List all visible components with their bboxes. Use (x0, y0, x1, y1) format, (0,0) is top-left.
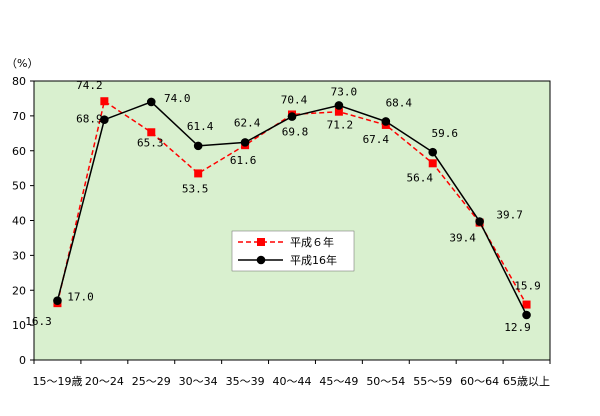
series-2-point (240, 138, 250, 147)
x-tick-label: 60～64 (460, 375, 499, 388)
series-2-data-label: 73.0 (331, 85, 358, 98)
y-tick-label: 80 (12, 75, 26, 88)
y-axis: 0 10 20 30 40 50 60 70 80 (12, 75, 34, 367)
x-tick-label: 45～49 (319, 375, 358, 388)
series-2-data-label: 17.0 (67, 291, 94, 304)
y-tick-label: 60 (12, 145, 26, 158)
series-2-point (287, 112, 297, 121)
series-2-point (381, 117, 391, 126)
series-1-data-label: 65.3 (137, 136, 164, 149)
legend-label-series-1: 平成６年 (290, 235, 334, 249)
series-1-data-label: 53.5 (182, 182, 209, 195)
legend: 平成６年 平成16年 (231, 230, 355, 272)
y-tick-label: 70 (12, 110, 26, 123)
series-1-data-label: 71.2 (327, 119, 354, 132)
series-2-data-label: 68.4 (386, 96, 413, 109)
series-1-data-label: 39.4 (449, 232, 476, 245)
series-2-point (146, 97, 156, 107)
x-tick-label: 65歳以上 (503, 375, 550, 388)
x-tick-label: 15～19歳 (32, 375, 82, 388)
y-tick-label: 0 (19, 354, 26, 367)
x-tick-label: 25～29 (132, 375, 171, 388)
series-2-data-label: 68.9 (76, 113, 103, 126)
x-tick-label: 35～39 (226, 375, 265, 388)
data-labels: 16.3 74.2 65.3 53.5 61.6 70.4 71.2 67.4 56.4 39.4… (25, 79, 541, 334)
series-1-point (522, 300, 531, 309)
series-2-point (100, 115, 109, 125)
series-1-data-label: 70.4 (281, 93, 308, 106)
y-tick-label: 20 (12, 284, 26, 297)
series-2-point (522, 310, 531, 320)
y-tick-label: 10 (12, 319, 26, 332)
series-layer (53, 97, 531, 320)
series-1-point (147, 128, 156, 137)
legend-label-series-2: 平成16年 (290, 253, 337, 267)
series-2-data-label: 12.9 (504, 321, 531, 334)
legend-marker-series-1 (257, 238, 265, 246)
series-1-data-label: 56.4 (406, 171, 433, 184)
x-tick-label: 20～24 (85, 375, 124, 388)
x-axis: 15～19歳 20～24 25～29 30～34 35～39 40～44 45～49 50～5… (32, 360, 551, 388)
series-2-point (53, 296, 62, 306)
x-tick-label: 40～44 (273, 375, 312, 388)
series-2-data-label: 62.4 (234, 116, 261, 129)
series-1-data-label: 15.9 (514, 280, 541, 293)
x-tick-label: 50～54 (366, 375, 405, 388)
series-1-point (334, 107, 343, 116)
series-1-point (100, 97, 109, 106)
legend-box (231, 230, 355, 272)
series-2-point (193, 141, 203, 151)
series-2-data-label: 61.4 (187, 120, 214, 133)
series-1-data-label: 67.4 (363, 133, 390, 146)
series-2-data-label: 59.6 (431, 127, 458, 140)
y-tick-label: 40 (12, 215, 26, 228)
series-1-point (428, 159, 437, 168)
series-2-point (475, 217, 484, 226)
y-tick-label: 50 (12, 180, 26, 193)
x-tick-label: 30～34 (179, 375, 218, 388)
series-2-data-label: 39.7 (496, 209, 523, 222)
series-1-data-label: 16.3 (25, 315, 52, 328)
y-unit-label: （%） (6, 57, 38, 70)
series-1-data-label: 74.2 (76, 79, 103, 92)
series-2-point (334, 101, 344, 110)
series-2-data-label: 69.8 (282, 126, 309, 139)
y-tick-label: 30 (12, 249, 26, 262)
series-1-point (194, 169, 203, 178)
series-1-data-label: 61.6 (230, 154, 257, 167)
plot-area (33, 80, 551, 361)
legend-marker-series-2 (256, 255, 266, 265)
x-tick-label: 55～59 (413, 375, 452, 388)
series-2-data-label: 74.0 (164, 92, 191, 105)
series-2-point (428, 147, 438, 157)
